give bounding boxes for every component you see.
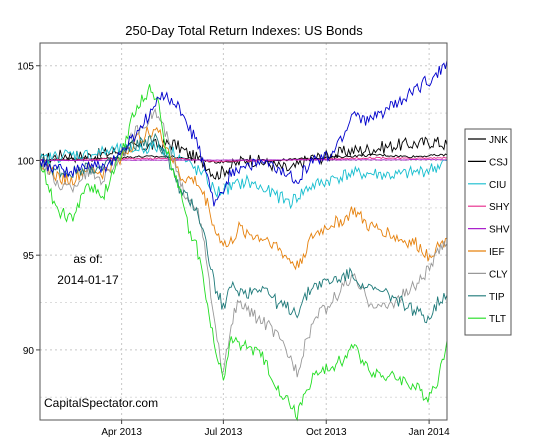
series-line-shv [39,159,448,162]
legend-label-csj: CSJ [489,157,508,168]
series-line-unlabeled [39,60,448,207]
source-credit: CapitalSpectator.com [44,396,158,410]
as-of-date: 2014-01-17 [57,273,119,287]
x-tick-label: Jul 2013 [204,427,242,438]
series-line-tip [39,132,448,324]
y-tick-label: 90 [23,346,35,357]
legend-label-shv: SHV [489,225,510,236]
legend-label-cly: CLY [489,269,508,280]
series-lines [39,60,448,422]
legend: JNK CSJ CIU SHY SHV IEF CLY TIP TLT [468,135,510,325]
y-tick-label: 100 [17,156,34,167]
series-line-cly [39,107,448,378]
as-of-label: as of: [73,252,102,266]
y-tick-label: 95 [23,251,35,262]
series-line-ief [39,126,448,271]
legend-box [464,128,512,336]
series-line-jnk [39,136,448,181]
axes: 90 95 100 105 Apr 2013 Jul 2013 Oct 2013 Jan 20… [17,62,450,438]
y-tick-label: 105 [17,62,34,73]
series-line-tlt [39,84,448,422]
legend-label-shy: SHY [489,202,510,213]
legend-label-ief: IEF [489,247,505,258]
series-line-ciu [39,141,448,210]
legend-label-ciu: CIU [489,180,506,191]
x-tick-label: Oct 2013 [306,427,347,438]
legend-label-jnk: JNK [489,135,508,146]
legend-label-tlt: TLT [489,314,506,325]
x-tick-label: Jan 2014 [409,427,451,438]
x-tick-label: Apr 2013 [101,427,142,438]
legend-label-tip: TIP [489,292,505,303]
plot-frame [39,42,448,421]
chart-title: 250-Day Total Return Indexes: US Bonds [125,23,363,38]
